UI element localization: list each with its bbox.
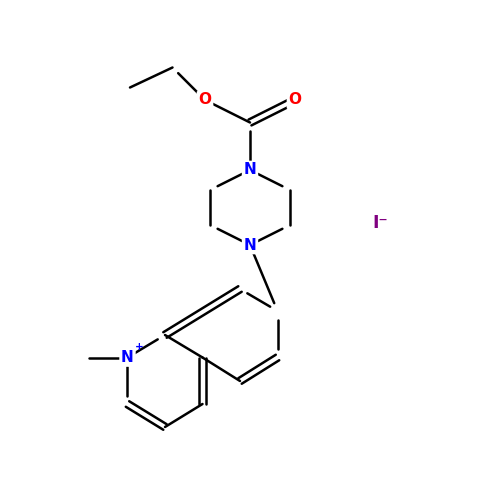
- Text: O: O: [288, 92, 302, 108]
- Text: N: N: [244, 238, 256, 252]
- Text: N: N: [244, 162, 256, 178]
- Text: +: +: [135, 342, 144, 351]
- Text: I⁻: I⁻: [372, 214, 388, 232]
- Text: N: N: [121, 350, 134, 365]
- Text: O: O: [198, 92, 211, 108]
